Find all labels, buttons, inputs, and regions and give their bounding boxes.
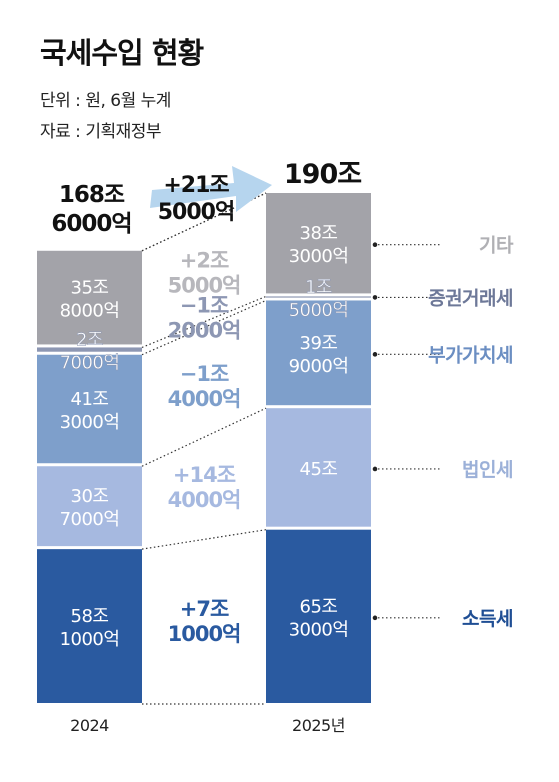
- change-label-2-1: 4000억: [168, 387, 241, 411]
- segment-label-0-1-1: 7000억: [60, 509, 120, 530]
- segment-label-0-3-1: 7000억: [60, 353, 120, 374]
- segment-label-0-2-0: 41조: [71, 389, 109, 410]
- segment-label-0-3-0: 2조: [76, 330, 103, 351]
- segment-label-0-4-1: 8000억: [60, 301, 120, 322]
- bar-segment-0-2: [37, 354, 142, 464]
- total-2025: 190조: [284, 159, 361, 190]
- legend-dot-1: [372, 466, 378, 472]
- legend-dot-3: [372, 295, 378, 300]
- bar-segment-0-0: [37, 549, 142, 703]
- connector-line-total: [141, 192, 267, 252]
- unit-note: 단위 : 원, 6월 누계: [40, 91, 171, 111]
- segment-label-1-0-1: 3000억: [289, 619, 349, 640]
- legend-label-0: 소득세: [462, 608, 513, 630]
- legend-label-2: 부가가치세: [428, 344, 513, 366]
- bar-segment-0-3: [37, 347, 142, 352]
- change-label-0-0: +7조: [180, 597, 229, 621]
- change-label-1-0: +14조: [173, 463, 236, 487]
- segment-label-1-4-0: 38조: [300, 223, 338, 244]
- bar-segment-0-4: [37, 250, 142, 345]
- bar-segment-1-1: [266, 408, 371, 527]
- segment-label-0-1-0: 30조: [71, 486, 109, 507]
- connector-line-0: [141, 529, 267, 550]
- segment-label-0-4-0: 35조: [71, 278, 109, 299]
- change-label-3-0: −1조: [180, 293, 229, 317]
- segment-label-1-2-0: 39조: [300, 333, 338, 354]
- segment-label-0-0-1: 1000억: [60, 629, 120, 650]
- source-note: 자료 : 기획재정부: [40, 122, 162, 142]
- increase-arrow: [150, 166, 272, 212]
- legend-label-3: 증권거래세: [428, 287, 513, 309]
- change-label-3-1: 2000억: [168, 318, 241, 342]
- chart-title: 국세수입 현황: [40, 36, 204, 70]
- legend-label-4: 기타: [479, 235, 514, 257]
- connector-line-2: [141, 299, 267, 356]
- legend-dot-2: [372, 352, 378, 357]
- total-2024-0: 168조: [59, 182, 125, 208]
- legend-dot-0: [372, 615, 378, 621]
- bar-segment-1-0: [266, 529, 371, 703]
- legend-dot-4: [372, 242, 378, 248]
- segment-label-1-3-1: 5000억: [289, 300, 349, 321]
- total-change-0: +21조: [163, 173, 229, 198]
- connector-line-1: [141, 407, 267, 467]
- legend-label-1: 법인세: [462, 459, 513, 481]
- total-2024-1: 6000억: [51, 211, 131, 237]
- total-change-1: 5000억: [158, 200, 234, 225]
- change-label-0-1: 1000억: [168, 622, 241, 646]
- segment-label-1-2-1: 9000억: [289, 356, 349, 377]
- change-label-1-1: 4000억: [168, 488, 241, 512]
- change-label-4-0: +2조: [180, 248, 229, 272]
- segment-label-1-3-0: 1조: [305, 277, 332, 298]
- bar-segment-1-2: [266, 300, 371, 406]
- bar-segment-1-4: [266, 193, 371, 294]
- segment-label-1-1-0: 45조: [300, 459, 338, 480]
- category-label-1: 2025년: [292, 716, 345, 735]
- segment-label-0-0-0: 58조: [71, 606, 109, 627]
- change-label-2-0: −1조: [180, 362, 229, 386]
- segment-label-0-2-1: 3000억: [60, 412, 120, 433]
- segment-label-1-4-1: 3000억: [289, 246, 349, 267]
- change-label-4-1: 5000억: [168, 273, 241, 297]
- segment-label-1-0-0: 65조: [300, 596, 338, 617]
- bar-segment-1-3: [266, 296, 371, 298]
- bar-segment-0-1: [37, 466, 142, 547]
- category-label-0: 2024: [70, 716, 109, 735]
